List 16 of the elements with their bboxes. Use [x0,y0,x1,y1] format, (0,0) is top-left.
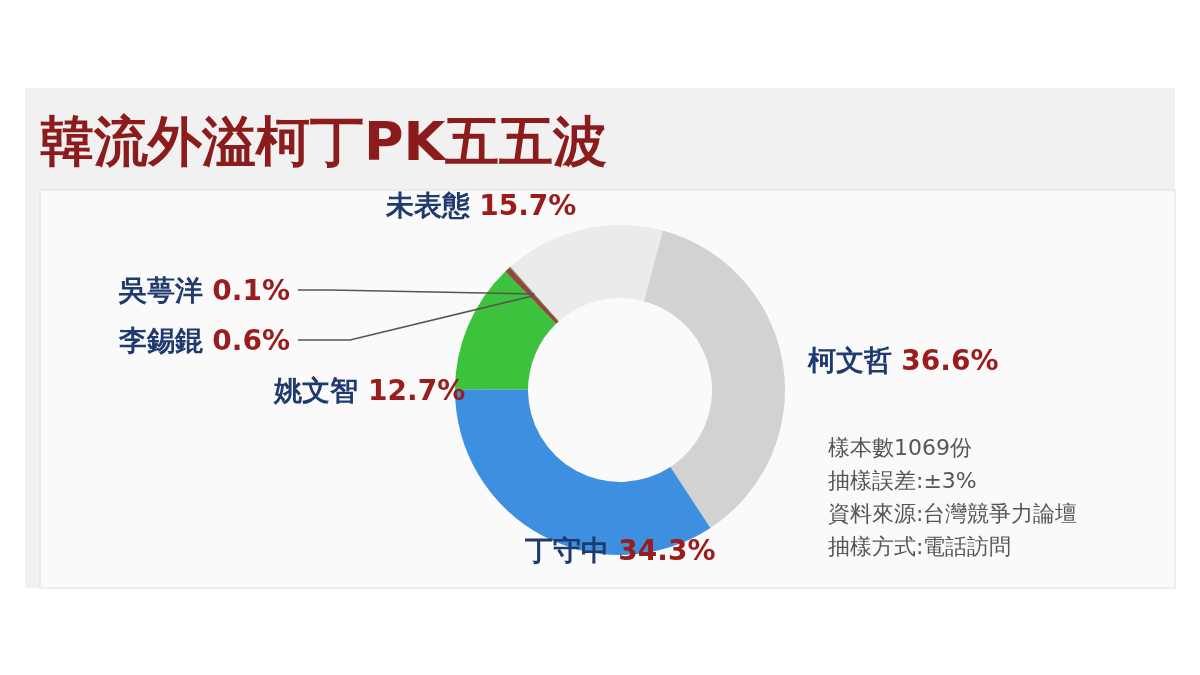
slice-label: 李錫錕 [117,324,204,357]
slice-label: 姚文智 [273,374,359,408]
slice-label: 柯文哲 [806,343,892,377]
slice-label: 吳萼洋 [117,274,203,307]
text: 樣本數1069份 [828,435,972,460]
source-note: 資料來源:台灣競爭力論壇 [828,501,1078,526]
donut-slice [510,225,663,322]
data-label: 15.7% [469,189,577,223]
text: 抽樣方式:電話訪問 [828,534,1012,559]
slice-label: 未表態 [384,189,471,223]
data-label: 0.6% [202,324,290,357]
donut-slice [643,230,785,528]
text: 抽樣誤差:±3% [828,468,977,493]
chart-title: 韓流外溢柯丁PK五五波 [40,110,608,173]
data-label: 0.1% [202,274,290,307]
data-label: 36.6% [891,343,999,377]
